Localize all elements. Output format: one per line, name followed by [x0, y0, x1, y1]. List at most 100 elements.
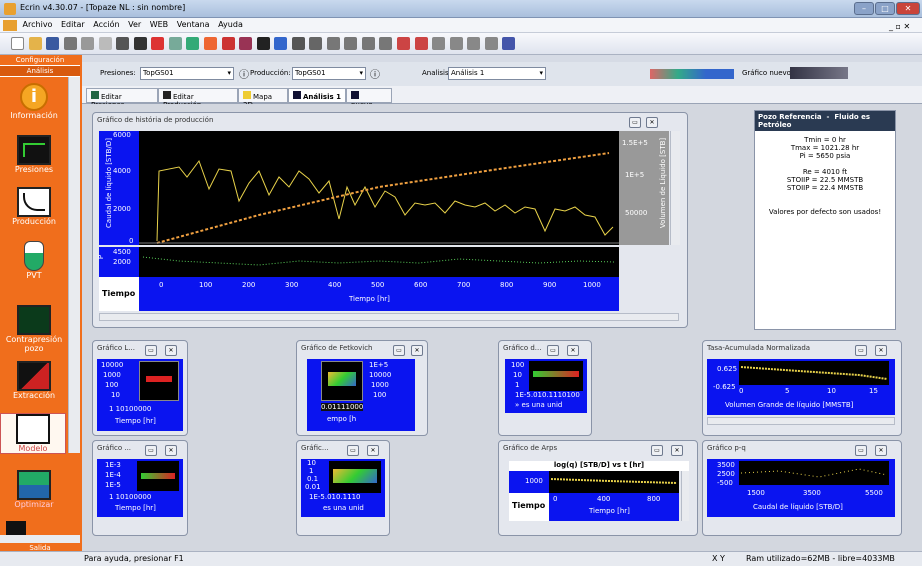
tab-mapa-2d[interactable]: Mapa 2D	[238, 88, 288, 109]
settings-icon[interactable]	[502, 37, 516, 50]
sidebar-item-pvt[interactable]: PVT	[0, 241, 68, 280]
window-title: Gráfic...	[301, 444, 329, 452]
menu-ayuda[interactable]: Ayuda	[218, 20, 243, 29]
zoom-all-icon[interactable]	[379, 37, 393, 50]
pointer-icon[interactable]	[151, 37, 165, 50]
tab-analisis[interactable]: Análisis	[0, 66, 80, 77]
new-plot-label[interactable]: Gráfico nuevo	[742, 69, 791, 77]
plot-tools-icon[interactable]	[790, 67, 848, 79]
analysis-select[interactable]: Análisis 1 ▾	[448, 67, 546, 80]
restore-button[interactable]: ▭	[347, 445, 359, 456]
sidebar-item-contrapresion[interactable]: Contrapresión pozo	[0, 305, 68, 353]
well-icon[interactable]	[186, 37, 200, 50]
zoom-in-icon[interactable]	[326, 37, 340, 50]
close-button[interactable]: ✕	[165, 445, 177, 456]
y2-axis-label: Volumen de Líquido [STB]	[659, 137, 667, 229]
plot-vscroll[interactable]	[681, 471, 689, 521]
restore-button[interactable]: ▭	[651, 445, 663, 456]
wells-icon[interactable]	[168, 37, 182, 50]
draw-icon[interactable]	[274, 37, 288, 50]
open-icon[interactable]	[28, 37, 42, 50]
restore-button[interactable]: ▭	[855, 345, 867, 356]
restore-button[interactable]: ▭	[547, 345, 559, 356]
sidebar-item-presiones[interactable]: Presiones	[0, 135, 68, 174]
maximize-button[interactable]: □	[875, 2, 895, 15]
close-button[interactable]: ✕	[875, 345, 887, 356]
magnify2-icon[interactable]	[484, 37, 498, 50]
close-button[interactable]: ✕	[646, 117, 658, 128]
menu-ventana[interactable]: Ventana	[176, 20, 210, 29]
restore-button[interactable]: ▭	[855, 445, 867, 456]
sidebar-item-optimizar[interactable]: Optimizar	[0, 470, 68, 509]
save-icon[interactable]	[46, 37, 60, 50]
close-button[interactable]: ✕	[875, 445, 887, 456]
pressure-info-icon[interactable]: ⓘ	[239, 70, 249, 81]
table-icon[interactable]	[256, 37, 270, 50]
menu-editar[interactable]: Editar	[61, 20, 85, 29]
menu-ver[interactable]: Ver	[128, 20, 142, 29]
sidebar-scrollbar[interactable]	[68, 77, 80, 453]
production-info-icon[interactable]: ⓘ	[370, 70, 380, 81]
sidebar-item-produccion[interactable]: Producción	[0, 187, 68, 226]
gauge-icon[interactable]	[239, 37, 253, 50]
menu-web[interactable]: WEB	[149, 20, 169, 29]
backpressure-icon	[17, 305, 51, 335]
zoom-out-icon[interactable]	[344, 37, 358, 50]
tab-configuracion[interactable]: Configuración	[0, 55, 80, 66]
chart2-icon[interactable]	[414, 37, 428, 50]
x-axis-label: empo [h	[327, 415, 357, 423]
more-icon[interactable]	[6, 521, 26, 535]
window-title: Gráfico de Arps	[503, 444, 558, 452]
restore-button[interactable]: ▭	[145, 445, 157, 456]
drop-icon[interactable]	[221, 37, 235, 50]
close-button[interactable]: ✕	[165, 345, 177, 356]
tab-editar-presiones[interactable]: Editar Presiones	[86, 88, 158, 109]
zoom2-icon[interactable]	[309, 37, 323, 50]
menu-accion[interactable]: Acción	[93, 20, 120, 29]
chart-icon[interactable]	[397, 37, 411, 50]
zoom-icon[interactable]	[291, 37, 305, 50]
x-tick: 700	[457, 281, 471, 289]
sidebar-item-informacion[interactable]: i Información	[0, 83, 68, 120]
hand-icon[interactable]	[449, 37, 463, 50]
restore-button[interactable]: ▭	[393, 345, 405, 356]
preview-icon[interactable]	[81, 37, 95, 50]
info-tool-icon[interactable]	[116, 37, 130, 50]
restore-button[interactable]: ▭	[629, 117, 641, 128]
zoom-fit-icon[interactable]	[361, 37, 375, 50]
sidebar-hscroll[interactable]	[0, 535, 80, 543]
close-button[interactable]: ✕	[367, 445, 379, 456]
menu-archivo[interactable]: Archivo	[22, 20, 53, 29]
reference-line: Pi = 5650 psia	[799, 152, 851, 160]
help-icon[interactable]	[133, 37, 147, 50]
close-button[interactable]: ✕	[411, 345, 423, 356]
magnify-icon[interactable]	[467, 37, 481, 50]
close-button[interactable]: ✕	[671, 445, 683, 456]
sidebar-item-modelo[interactable]: Modelo	[0, 413, 66, 454]
minimize-button[interactable]: –	[854, 2, 874, 15]
tab-nuevo[interactable]: nuevo...	[346, 88, 392, 109]
plot-vscroll[interactable]	[670, 131, 680, 245]
new-icon[interactable]	[11, 37, 24, 50]
fluid-icon[interactable]	[204, 37, 218, 50]
plot-hscroll[interactable]	[99, 313, 679, 321]
print-icon[interactable]	[63, 37, 77, 50]
tab-analisis-1[interactable]: Análisis 1	[288, 88, 346, 103]
pressure-select[interactable]: TopGS01 ▾	[140, 67, 234, 80]
pressure-label: Presiones:	[100, 69, 136, 77]
x-axis-label: » es una unid	[515, 401, 563, 409]
copy-icon[interactable]	[98, 37, 112, 50]
close-button[interactable]: ✕	[896, 2, 920, 15]
production-select[interactable]: TopGS01 ▾	[292, 67, 366, 80]
export-icon[interactable]	[432, 37, 446, 50]
mdi-controls[interactable]: _ ▫ ✕	[889, 22, 911, 31]
rate-history-chart	[139, 131, 619, 245]
close-button[interactable]: ✕	[567, 345, 579, 356]
x-tick: 5	[785, 387, 790, 395]
restore-button[interactable]: ▭	[145, 345, 157, 356]
analysis-tools-icon[interactable]	[650, 69, 734, 79]
plot-window-small-4: Gráfico ... ▭ ✕ 1E-3 1E-4 1E-5 1 1010000…	[92, 440, 188, 536]
plot-hscroll[interactable]	[707, 417, 895, 425]
tab-editar-produccion[interactable]: Editar Producción	[158, 88, 238, 109]
sidebar-item-extraccion[interactable]: Extracción	[0, 361, 68, 400]
